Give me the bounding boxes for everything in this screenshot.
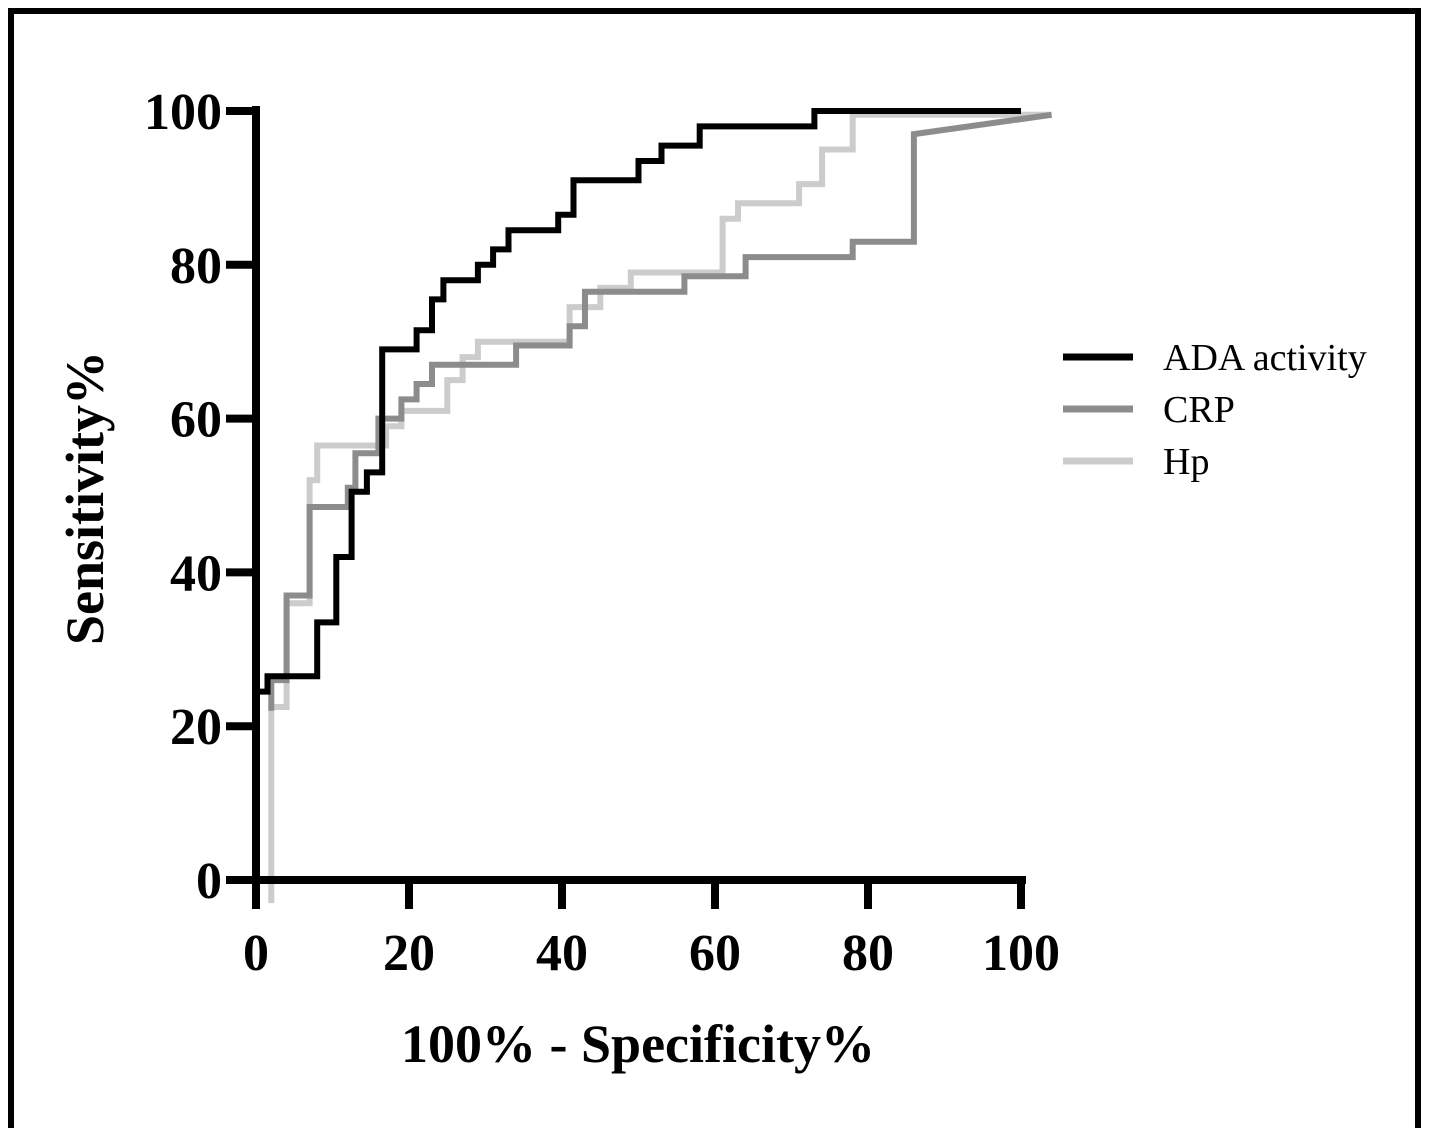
x-tick-label: 0: [243, 925, 269, 982]
series-line-hp: [268, 111, 1052, 904]
x-tick-label: 80: [842, 925, 894, 982]
legend-label: ADA activity: [1163, 337, 1367, 379]
series-line-ada-activity: [256, 108, 1021, 695]
x-tick-label: 20: [383, 925, 435, 982]
figure-frame: [8, 8, 1421, 1128]
legend-label: CRP: [1163, 389, 1235, 431]
x-tick-label: 60: [689, 925, 741, 982]
y-tick-label: 40: [170, 545, 222, 602]
y-tick-label: 20: [170, 699, 222, 756]
legend: ADA activity CRP Hp: [1063, 337, 1367, 483]
series-line-crp: [268, 111, 1053, 711]
y-tick-label: 100: [144, 84, 222, 141]
series-layer: [256, 108, 1053, 904]
legend-label: Hp: [1163, 441, 1209, 483]
x-tick-label: 100: [982, 925, 1060, 982]
axes-layer: [226, 106, 1026, 909]
y-tick-label: 60: [170, 392, 222, 449]
x-axis-title: 100% - Specificity%: [401, 1014, 875, 1074]
ticks-layer: 0 20 40 60 80 100 0 20 40 60 80 100: [144, 84, 1060, 982]
x-tick-label: 40: [536, 925, 588, 982]
y-tick-label: 0: [196, 853, 222, 910]
y-tick-label: 80: [170, 238, 222, 295]
y-axis-title: Sensitivity%: [55, 351, 115, 645]
